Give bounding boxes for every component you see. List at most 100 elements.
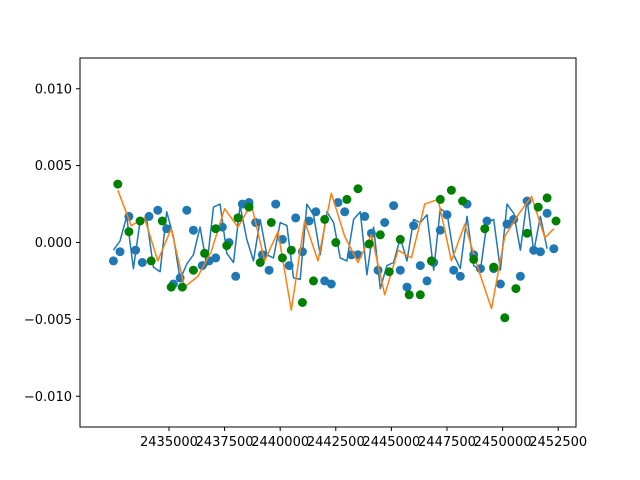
data-point <box>244 202 254 212</box>
data-point <box>200 248 210 258</box>
data-point <box>426 256 436 266</box>
data-point <box>144 211 154 221</box>
data-point <box>284 261 294 271</box>
data-point <box>542 208 552 218</box>
data-point <box>333 198 343 207</box>
data-point <box>469 254 479 264</box>
data-point <box>502 219 512 229</box>
data-point <box>182 205 192 215</box>
x-tick-label: 2445000 <box>362 435 420 450</box>
data-point <box>446 185 456 195</box>
x-tick-label: 2452500 <box>529 435 587 450</box>
data-point <box>435 194 445 204</box>
data-point <box>533 202 543 212</box>
data-point <box>415 290 425 300</box>
data-point <box>455 271 465 281</box>
data-point <box>326 279 336 289</box>
data-point <box>264 265 274 275</box>
data-point <box>482 216 492 226</box>
data-point <box>522 228 532 238</box>
data-point <box>277 253 287 263</box>
data-point <box>124 227 134 237</box>
data-point <box>384 267 394 277</box>
data-point <box>389 201 399 211</box>
data-point <box>320 214 330 224</box>
data-point <box>309 276 318 286</box>
data-point <box>266 218 276 227</box>
data-point <box>409 221 419 231</box>
data-point <box>211 253 221 263</box>
data-point <box>404 290 414 300</box>
data-point <box>449 265 459 275</box>
data-point <box>137 258 147 267</box>
data-point <box>255 258 265 267</box>
x-axis: 2435000243750024400002442500244500024475… <box>140 427 587 450</box>
data-point <box>177 282 187 292</box>
x-tick-label: 2440000 <box>251 435 309 450</box>
data-point <box>304 216 314 226</box>
data-point <box>222 241 232 251</box>
data-point <box>375 230 385 240</box>
data-point <box>188 225 198 235</box>
series-line-2 <box>117 189 555 311</box>
data-point <box>395 265 405 275</box>
data-point <box>535 247 545 257</box>
data-point <box>366 228 376 238</box>
data-point <box>297 298 307 307</box>
data-point <box>551 216 561 226</box>
data-point <box>115 247 125 257</box>
data-point <box>188 265 198 275</box>
data-point <box>233 213 243 223</box>
data-point <box>166 282 176 292</box>
data-point <box>442 210 452 220</box>
data-point <box>153 205 163 215</box>
data-point <box>353 184 363 194</box>
y-tick-label: 0.010 <box>35 82 72 97</box>
data-point <box>340 207 350 217</box>
data-point <box>435 225 445 235</box>
data-point <box>402 282 412 292</box>
y-tick-label: −0.005 <box>24 313 72 328</box>
data-point <box>271 199 281 209</box>
data-point <box>162 224 172 234</box>
series-line-0 <box>112 198 548 290</box>
y-tick-label: 0.000 <box>35 236 72 251</box>
x-tick-label: 2450000 <box>474 435 532 450</box>
data-point <box>131 245 141 255</box>
x-tick-label: 2435000 <box>140 435 198 450</box>
y-axis: −0.010 −0.005 0.000 0.005 0.010 <box>24 82 80 405</box>
data-point <box>146 256 156 266</box>
data-point <box>342 194 352 204</box>
data-point <box>489 262 499 272</box>
data-point <box>422 276 432 286</box>
data-point <box>231 271 241 281</box>
data-point <box>360 211 370 221</box>
data-point <box>515 271 525 281</box>
x-tick-label: 2442500 <box>307 435 365 450</box>
data-point <box>331 238 341 247</box>
plot-area <box>108 179 561 323</box>
data-point <box>108 256 118 266</box>
y-tick-label: 0.005 <box>35 159 72 174</box>
data-point <box>113 179 123 189</box>
data-point <box>495 279 505 289</box>
data-point <box>415 261 425 271</box>
data-point <box>211 224 221 234</box>
data-point <box>157 216 167 226</box>
data-point <box>500 313 510 323</box>
data-point <box>291 213 301 223</box>
data-point <box>542 193 552 203</box>
data-point <box>458 196 468 206</box>
x-tick-label: 2447500 <box>418 435 476 450</box>
x-tick-label: 2437500 <box>196 435 254 450</box>
data-point <box>395 234 405 244</box>
y-tick-label: −0.010 <box>24 390 72 405</box>
data-point <box>380 218 390 227</box>
data-point <box>286 245 296 255</box>
data-point <box>257 250 267 260</box>
data-point <box>135 216 145 226</box>
data-point <box>311 207 321 217</box>
data-point <box>511 284 521 294</box>
